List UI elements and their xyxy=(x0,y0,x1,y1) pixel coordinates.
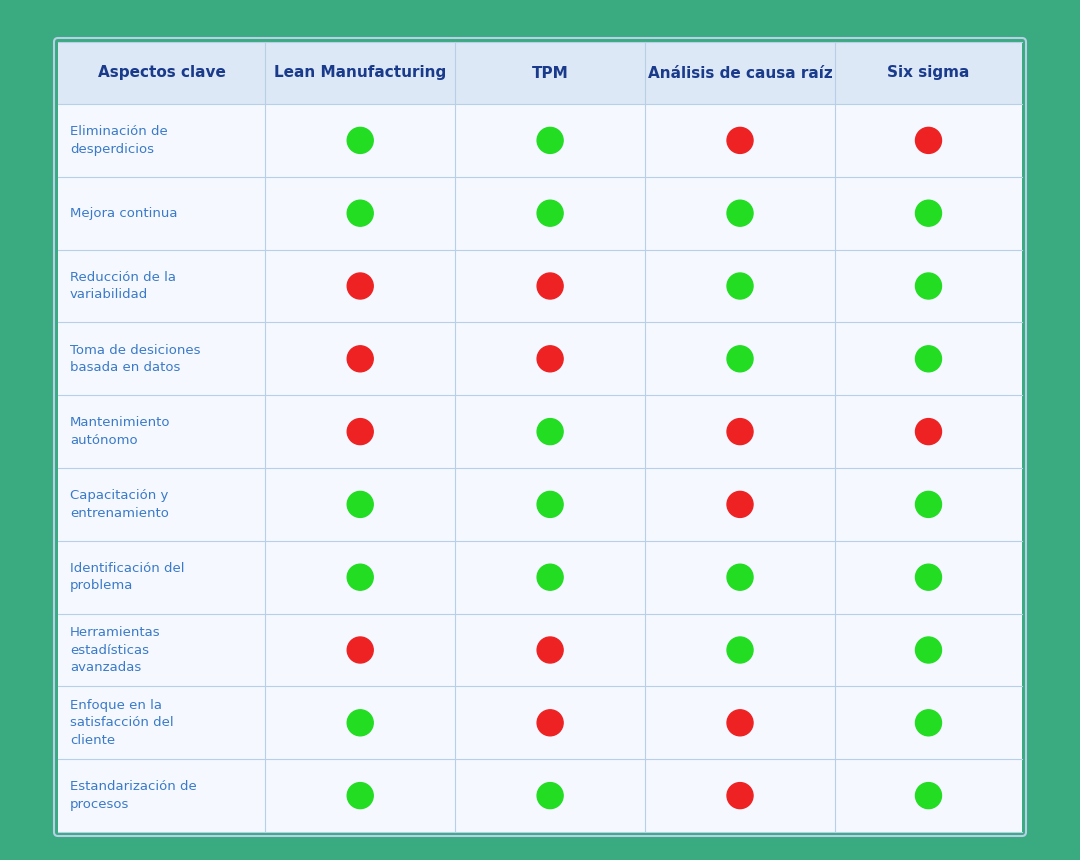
Circle shape xyxy=(347,273,374,299)
Text: Identificación del
problema: Identificación del problema xyxy=(70,562,185,593)
Circle shape xyxy=(916,419,942,445)
Circle shape xyxy=(916,710,942,736)
Circle shape xyxy=(537,346,563,372)
Circle shape xyxy=(347,419,374,445)
Circle shape xyxy=(727,637,753,663)
Circle shape xyxy=(916,783,942,808)
Text: Aspectos clave: Aspectos clave xyxy=(97,65,226,81)
Circle shape xyxy=(916,637,942,663)
Text: Mantenimiento
autónomo: Mantenimiento autónomo xyxy=(70,416,171,447)
Text: Toma de desiciones
basada en datos: Toma de desiciones basada en datos xyxy=(70,343,201,374)
Circle shape xyxy=(916,346,942,372)
Text: Análisis de causa raíz: Análisis de causa raíz xyxy=(648,65,833,81)
Text: Lean Manufacturing: Lean Manufacturing xyxy=(274,65,446,81)
Text: Enfoque en la
satisfacción del
cliente: Enfoque en la satisfacción del cliente xyxy=(70,699,174,746)
Circle shape xyxy=(916,491,942,518)
Circle shape xyxy=(727,564,753,590)
Text: Capacitación y
entrenamiento: Capacitación y entrenamiento xyxy=(70,489,168,519)
Circle shape xyxy=(347,564,374,590)
Circle shape xyxy=(727,346,753,372)
Circle shape xyxy=(537,783,563,808)
Circle shape xyxy=(537,273,563,299)
Text: Eliminación de
desperdicios: Eliminación de desperdicios xyxy=(70,126,167,156)
Circle shape xyxy=(727,491,753,518)
Circle shape xyxy=(347,346,374,372)
Text: Mejora continua: Mejora continua xyxy=(70,206,177,219)
Circle shape xyxy=(347,710,374,736)
Circle shape xyxy=(727,419,753,445)
Circle shape xyxy=(347,491,374,518)
Text: Reducción de la
variabilidad: Reducción de la variabilidad xyxy=(70,271,176,301)
Circle shape xyxy=(727,273,753,299)
Circle shape xyxy=(347,783,374,808)
Text: Herramientas
estadísticas
avanzadas: Herramientas estadísticas avanzadas xyxy=(70,626,161,674)
FancyBboxPatch shape xyxy=(58,42,1022,104)
Circle shape xyxy=(537,710,563,736)
Circle shape xyxy=(727,783,753,808)
Circle shape xyxy=(727,200,753,226)
Circle shape xyxy=(916,273,942,299)
Circle shape xyxy=(916,564,942,590)
Circle shape xyxy=(916,200,942,226)
FancyBboxPatch shape xyxy=(58,42,1022,832)
Circle shape xyxy=(727,127,753,153)
Text: Six sigma: Six sigma xyxy=(888,65,970,81)
Circle shape xyxy=(537,419,563,445)
Circle shape xyxy=(537,637,563,663)
Circle shape xyxy=(537,491,563,518)
Circle shape xyxy=(537,200,563,226)
Circle shape xyxy=(347,637,374,663)
Circle shape xyxy=(347,127,374,153)
Text: TPM: TPM xyxy=(531,65,568,81)
Circle shape xyxy=(537,564,563,590)
Circle shape xyxy=(916,127,942,153)
Circle shape xyxy=(347,200,374,226)
Circle shape xyxy=(727,710,753,736)
Text: Estandarización de
procesos: Estandarización de procesos xyxy=(70,780,197,811)
Circle shape xyxy=(537,127,563,153)
